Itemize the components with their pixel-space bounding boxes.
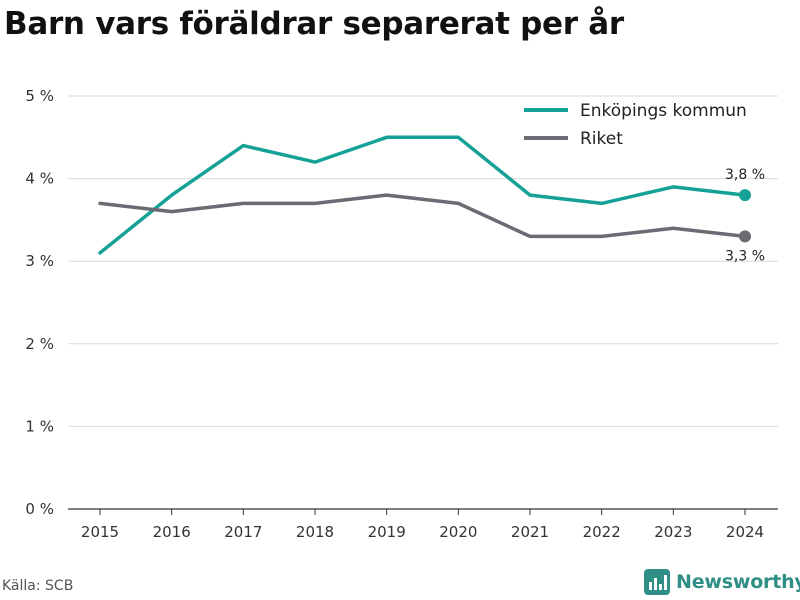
x-tick-label: 2017 <box>224 523 262 541</box>
brand-name: Newsworthy <box>676 571 800 593</box>
x-tick-label: 2016 <box>153 523 191 541</box>
x-tick-label: 2015 <box>81 523 119 541</box>
end-value-label: 3,8 % <box>725 167 765 183</box>
legend-label: Riket <box>580 129 623 149</box>
y-tick-label: 5 % <box>25 87 54 105</box>
x-tick-label: 2021 <box>511 523 549 541</box>
y-tick-label: 1 % <box>25 417 54 435</box>
chart-title: Barn vars föräldrar separerat per år <box>4 6 624 42</box>
y-tick-label: 2 % <box>25 335 54 353</box>
x-tick-label: 2018 <box>296 523 334 541</box>
axes: 0 % 1 % 2 % 3 % 4 % 5 % 2015 2016 2017 2018 2019 20… <box>25 87 778 541</box>
x-tick-label: 2019 <box>368 523 406 541</box>
x-tick-label: 2022 <box>583 523 621 541</box>
legend-label: Enköpings kommun <box>580 101 747 121</box>
series-lines <box>98 135 751 255</box>
series-line-enkopings-kommun <box>98 135 747 255</box>
newsworthy-logo-icon <box>644 569 670 595</box>
y-tick-label: 0 % <box>25 500 54 518</box>
brand-logo: Newsworthy <box>644 569 800 595</box>
data-labels: 3,8 % 3,3 % <box>725 167 765 264</box>
legend: Enköpings kommun Riket <box>524 101 747 149</box>
x-tick-label: 2024 <box>726 523 764 541</box>
x-tick-label: 2023 <box>654 523 692 541</box>
series-end-point <box>739 189 751 202</box>
x-tick-label: 2020 <box>439 523 477 541</box>
series-line-riket <box>98 193 747 239</box>
grid-lines <box>68 95 778 427</box>
series-end-point <box>739 230 751 243</box>
y-tick-label: 3 % <box>25 252 54 270</box>
source-note: Källa: SCB <box>2 578 74 594</box>
end-value-label: 3,3 % <box>725 248 765 264</box>
y-tick-label: 4 % <box>25 170 54 188</box>
